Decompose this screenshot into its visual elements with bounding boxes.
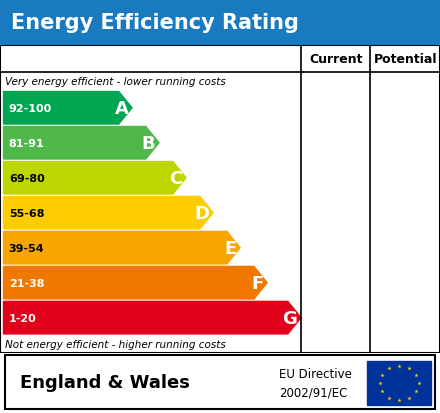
- Text: 21-38: 21-38: [9, 278, 44, 288]
- Text: A: A: [114, 100, 128, 117]
- Text: D: D: [194, 204, 209, 222]
- Text: Potential: Potential: [374, 53, 437, 66]
- Text: E: E: [224, 239, 237, 257]
- Text: F: F: [251, 274, 264, 292]
- Polygon shape: [4, 92, 132, 125]
- Text: 1-20: 1-20: [9, 313, 37, 323]
- Text: 55-68: 55-68: [9, 208, 44, 218]
- Polygon shape: [4, 162, 186, 195]
- Text: 92-100: 92-100: [9, 104, 52, 114]
- Text: 81-91: 81-91: [9, 138, 44, 148]
- Text: B: B: [142, 134, 155, 152]
- Polygon shape: [4, 197, 213, 229]
- Text: 39-54: 39-54: [9, 243, 44, 253]
- Text: Not energy efficient - higher running costs: Not energy efficient - higher running co…: [5, 339, 226, 349]
- Text: Energy Efficiency Rating: Energy Efficiency Rating: [11, 13, 299, 33]
- Text: 69-80: 69-80: [9, 173, 44, 183]
- Bar: [367, 361, 431, 405]
- Text: C: C: [169, 169, 183, 187]
- Text: 2002/91/EC: 2002/91/EC: [279, 386, 348, 399]
- Polygon shape: [4, 301, 301, 334]
- Polygon shape: [4, 127, 159, 159]
- Text: Very energy efficient - lower running costs: Very energy efficient - lower running co…: [5, 77, 226, 87]
- Polygon shape: [4, 267, 267, 299]
- Text: G: G: [282, 309, 297, 327]
- Text: Current: Current: [309, 53, 363, 66]
- Text: EU Directive: EU Directive: [279, 368, 352, 380]
- Polygon shape: [4, 232, 240, 264]
- Text: England & Wales: England & Wales: [20, 373, 190, 391]
